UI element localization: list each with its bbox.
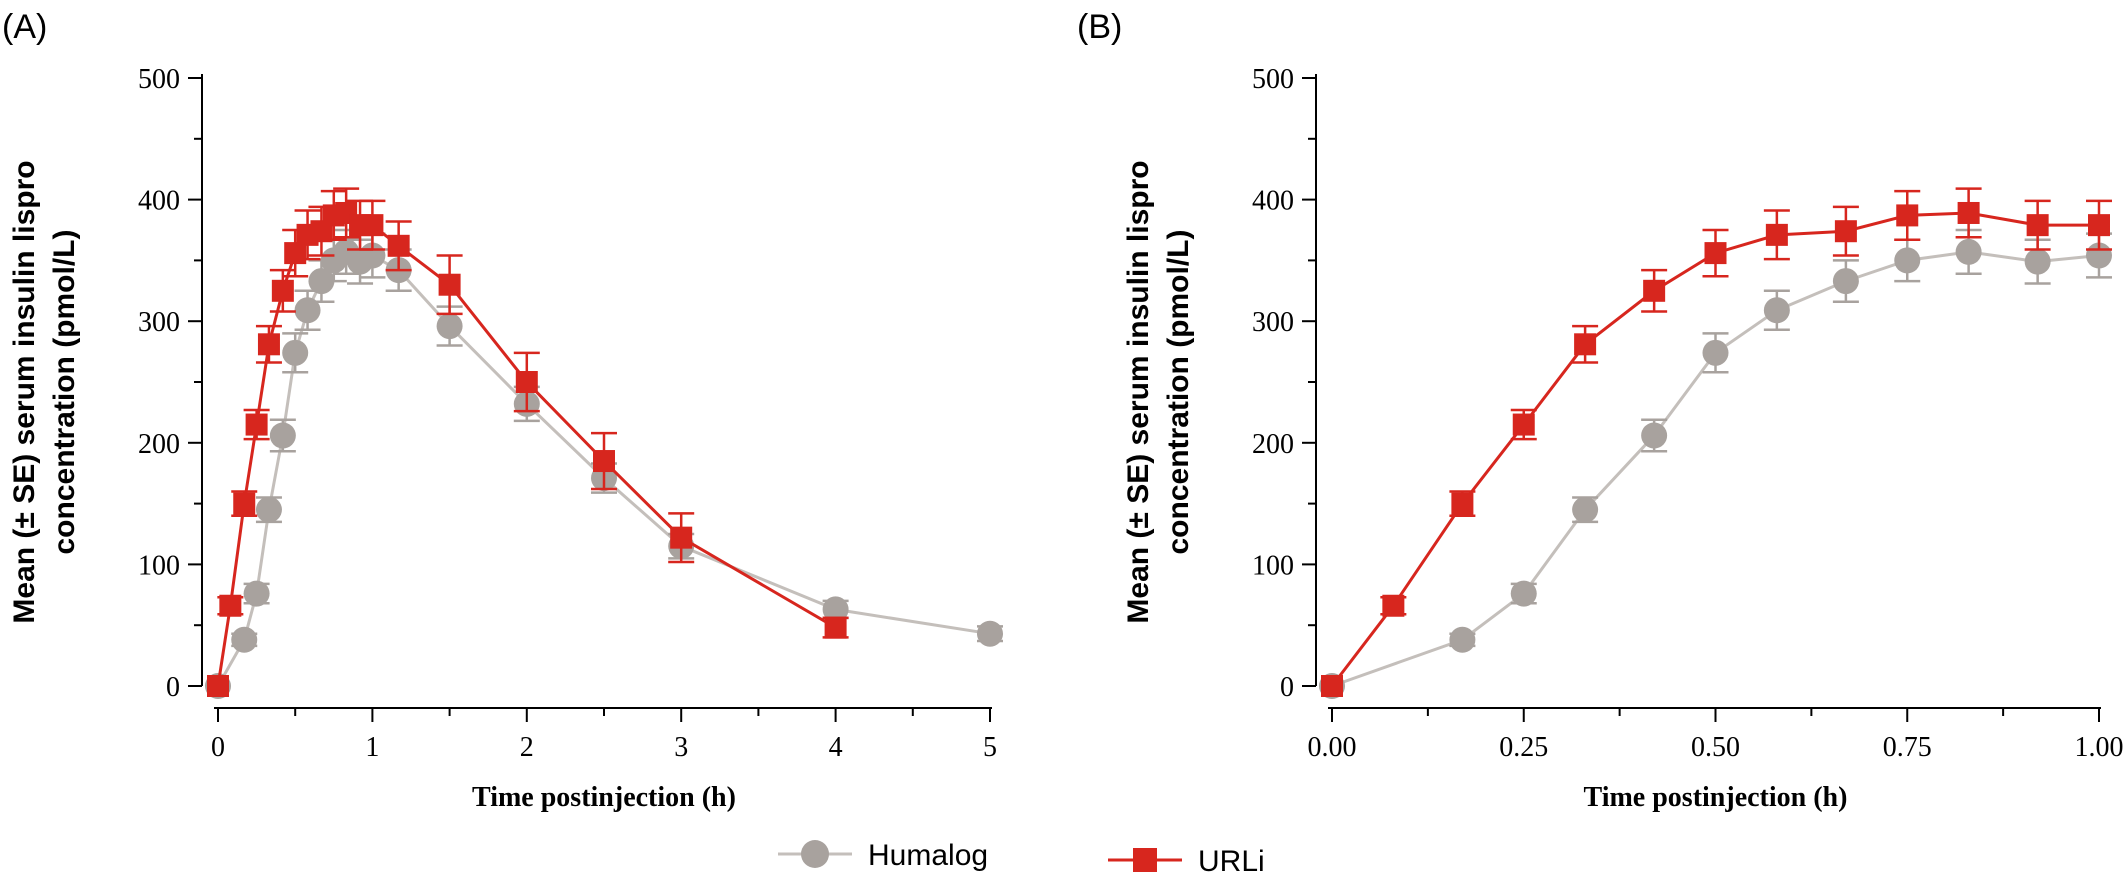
- panel-b-y-tick-label: 400: [1252, 186, 1294, 217]
- panel-a-y-tick-label: 200: [138, 429, 180, 460]
- panel-b-x-tick-label: 0.75: [1883, 732, 1932, 763]
- panel-a-humalog-point: [243, 580, 270, 607]
- panel-a-x-tick-label: 1: [365, 732, 379, 763]
- panel-a-x-tick-label: 5: [983, 732, 997, 763]
- panel-b-y-tick-label: 200: [1252, 429, 1294, 460]
- panel-a-urli-point: [233, 492, 256, 515]
- panel-b-x-tick-label: 0.50: [1691, 732, 1740, 763]
- panel-b-y-tick-label: 300: [1252, 307, 1294, 338]
- panel-a-y-axis-title-line: concentration (pmol/L): [48, 230, 81, 555]
- panel-b-series-humalog: [1319, 228, 2112, 699]
- panel-a-x-tick-label: 3: [674, 732, 688, 763]
- panel-b-humalog-point: [1641, 422, 1668, 449]
- panel-a-humalog-point: [294, 297, 321, 324]
- panel-a-humalog-point: [269, 422, 296, 449]
- panel-a-urli-point: [361, 214, 384, 237]
- panel-b-y-tick-label: 100: [1252, 550, 1294, 581]
- panel-b-urli-point: [1957, 201, 1980, 224]
- chart-panel-a: (A) 0 100 200 300 400 500 0 1 2 3 4 5 Time postinject…: [2, 8, 1003, 813]
- panel-a-humalog-point: [822, 596, 849, 623]
- legend: Humalog URLi: [778, 839, 1265, 878]
- chart-panel-b: (B) 0 100 200 300 400 500 0.00 0.25 0.50 0.75 1.00 T…: [1077, 8, 2124, 813]
- panel-b-urli-point: [1765, 223, 1788, 246]
- panel-a-label: (A): [2, 8, 47, 46]
- panel-b-urli-point: [1382, 594, 1405, 617]
- legend-urli-marker: [1133, 848, 1157, 872]
- panel-a-urli-point: [207, 675, 229, 697]
- panel-a-y-tick-label: 0: [166, 672, 180, 703]
- panel-a-y-tick-label: 500: [138, 64, 180, 95]
- panel-a-x-tick-label: 2: [520, 732, 534, 763]
- panel-a-humalog-point: [255, 496, 282, 523]
- panel-b-urli-point: [1643, 279, 1666, 302]
- panel-b-urli-line: [1330, 211, 2099, 687]
- panel-b-y-axis-title-line: concentration (pmol/L): [1162, 230, 1195, 555]
- panel-a-urli-point: [593, 450, 615, 473]
- panel-b-y-tick-label: 500: [1252, 64, 1294, 95]
- panel-b-x-tick-label: 0.00: [1308, 732, 1357, 763]
- panel-a-x-axis-title: Time postinjection (h): [472, 782, 736, 813]
- panel-a-humalog-point: [231, 626, 258, 653]
- legend-item-humalog: Humalog: [778, 839, 988, 872]
- panel-b-y-tick-label: 0: [1280, 672, 1294, 703]
- panel-b-humalog-point: [1449, 626, 1476, 653]
- panel-b-urli-point: [1574, 333, 1597, 356]
- panel-b-x-axis-title: Time postinjection (h): [1584, 782, 1848, 813]
- panel-a-y-tick-label: 400: [138, 186, 180, 217]
- panel-a-urli-point: [219, 594, 242, 617]
- panel-b-humalog-point: [1832, 268, 1859, 295]
- panel-b-humalog-line: [1331, 250, 2100, 688]
- legend-humalog-label: Humalog: [868, 839, 988, 872]
- panel-b-humalog-point: [1763, 297, 1790, 324]
- panel-b-x-tick-label: 0.25: [1499, 732, 1548, 763]
- panel-b-urli-point: [2026, 214, 2049, 237]
- panel-b-humalog-point: [1510, 580, 1537, 607]
- panel-a-urli-point: [515, 371, 538, 393]
- panel-a-humalog-point: [282, 339, 309, 366]
- panel-b-urli-point: [1704, 242, 1727, 265]
- panel-b-humalog-point: [1702, 339, 1729, 366]
- panel-a-urli-point: [271, 279, 294, 302]
- panel-b-urli-point: [1451, 492, 1474, 515]
- panel-b-series-urli: [1321, 187, 2112, 697]
- panel-b-humalog-point: [1894, 247, 1921, 274]
- panel-a-x-tick-label: 0: [211, 732, 225, 763]
- panel-a-y-tick-label: 100: [138, 550, 180, 581]
- panel-a-x-tick-label: 4: [829, 732, 843, 763]
- legend-urli-label: URLi: [1198, 845, 1265, 878]
- panel-a-urli-point: [257, 333, 280, 356]
- panel-a-series-urli: [207, 187, 849, 697]
- panel-b-urli-point: [2088, 214, 2110, 237]
- panel-a-y-axis-title-line: Mean (± SE) serum insulin lispro: [8, 160, 41, 623]
- panel-a-humalog-point: [977, 620, 1003, 647]
- panel-b-humalog-point: [2024, 248, 2051, 275]
- panel-b-humalog-point: [1572, 496, 1599, 523]
- panel-b-urli-point: [1896, 204, 1919, 227]
- panel-a-humalog-point: [436, 313, 463, 340]
- panel-b-urli-point: [1512, 413, 1535, 436]
- panel-b-humalog-point: [1955, 238, 1982, 265]
- legend-item-urli: URLi: [1108, 845, 1265, 878]
- panel-b-x-tick-label: 1.00: [2075, 732, 2124, 763]
- panel-a-y-tick-label: 300: [138, 307, 180, 338]
- panel-a-urli-point: [438, 273, 461, 296]
- panel-b-urli-point: [1834, 220, 1857, 243]
- panel-a-urli-point: [824, 616, 847, 639]
- panel-b-urli-point: [1321, 675, 1343, 697]
- legend-humalog-marker: [801, 840, 829, 868]
- panel-a-urli-point: [670, 526, 693, 549]
- panel-a-urli-point: [387, 234, 410, 257]
- panel-b-y-axis-title-line: Mean (± SE) serum insulin lispro: [1122, 160, 1155, 623]
- panel-a-urli-point: [245, 413, 268, 436]
- panel-b-label: (B): [1077, 8, 1122, 46]
